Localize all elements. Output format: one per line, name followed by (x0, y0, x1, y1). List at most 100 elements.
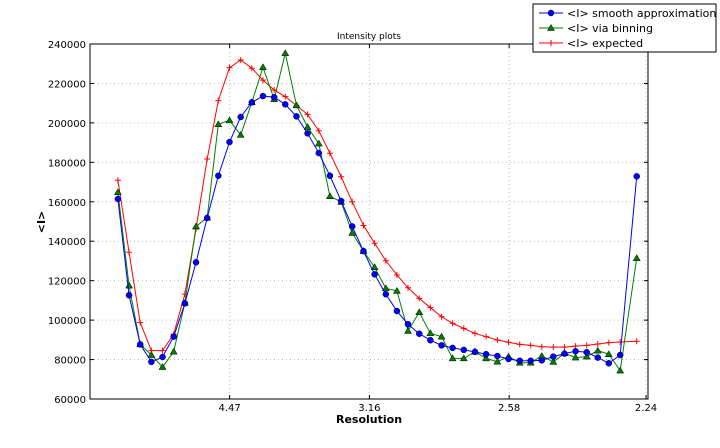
data-point (516, 341, 523, 348)
data-point (460, 325, 467, 332)
data-point (226, 64, 233, 71)
x-tick-label: 2.24 (635, 403, 657, 414)
data-point (471, 348, 479, 356)
data-point (449, 320, 456, 327)
data-point (360, 222, 367, 229)
data-point (482, 350, 490, 358)
legend-marker (547, 9, 555, 17)
y-tick-label: 100000 (48, 316, 86, 327)
chart-title: Intensity plots (337, 32, 401, 42)
data-point (215, 97, 222, 104)
data-point (404, 326, 412, 334)
data-point (561, 344, 568, 351)
data-point (304, 130, 311, 137)
data-point (381, 284, 390, 292)
data-point (259, 77, 266, 84)
legend-entry-label: <I> via binning (567, 22, 653, 35)
data-point (561, 350, 568, 357)
y-tick-label: 160000 (48, 198, 86, 209)
legend-entry-label: <I> smooth approximation (567, 7, 716, 20)
data-point (259, 63, 267, 71)
data-point (304, 111, 311, 118)
data-point (594, 354, 602, 361)
data-point (437, 332, 446, 340)
x-tick-label: 4.47 (219, 403, 241, 414)
data-point (282, 93, 289, 100)
data-point (505, 339, 512, 346)
data-point (259, 92, 267, 100)
data-point (516, 357, 523, 364)
data-point (125, 281, 133, 289)
data-point (159, 353, 166, 361)
data-point (616, 366, 625, 374)
data-point (371, 240, 378, 247)
data-point (393, 271, 400, 278)
data-point (204, 155, 211, 162)
data-point (326, 172, 334, 179)
data-point (415, 330, 423, 337)
data-point (448, 354, 457, 362)
data-point (158, 363, 167, 370)
legend-marker (547, 24, 555, 31)
x-axis-label: Resolution (336, 413, 402, 426)
data-point (494, 352, 501, 360)
data-point (505, 355, 512, 363)
data-point (236, 130, 245, 138)
data-point (415, 308, 424, 315)
data-point (449, 344, 456, 352)
data-point (114, 195, 122, 203)
data-point (426, 329, 435, 337)
data-point (181, 300, 189, 307)
y-tick-label: 80000 (54, 356, 86, 367)
data-point (169, 347, 178, 355)
data-point (482, 354, 491, 362)
data-point (114, 177, 121, 184)
data-point (192, 222, 200, 230)
data-point (136, 341, 144, 348)
data-point (538, 343, 545, 350)
data-point (314, 139, 323, 147)
data-point (493, 357, 502, 365)
data-point (605, 339, 612, 346)
data-point (582, 352, 591, 360)
data-point (170, 333, 177, 340)
data-point (549, 357, 558, 365)
data-point (148, 358, 155, 366)
data-point (270, 94, 278, 101)
data-point (617, 339, 624, 346)
data-point (604, 350, 613, 357)
data-point (303, 123, 312, 130)
data-point (293, 113, 300, 120)
data-point (281, 49, 290, 57)
data-point (147, 351, 156, 358)
data-point (438, 313, 445, 320)
data-point (348, 223, 356, 230)
legend-box (532, 3, 717, 53)
data-point (360, 247, 367, 255)
data-point (181, 291, 188, 298)
data-point (459, 354, 468, 362)
data-point (593, 346, 602, 354)
data-point (348, 228, 357, 236)
data-point (594, 340, 601, 347)
data-point (550, 353, 557, 360)
data-point (326, 192, 334, 200)
x-tick-label: 2.58 (498, 403, 520, 414)
data-point (527, 357, 534, 364)
data-point (370, 263, 379, 271)
data-point (315, 127, 322, 134)
y-tick-label: 180000 (48, 158, 86, 169)
legend: <I> smooth approximation <I> via binning <… (532, 3, 717, 53)
data-point (214, 120, 223, 128)
data-point (393, 307, 401, 315)
data-point (632, 254, 641, 261)
data-point (438, 342, 445, 349)
data-point (292, 101, 301, 109)
data-point (237, 56, 244, 63)
data-point (538, 357, 546, 364)
data-point (427, 336, 434, 344)
data-point (113, 188, 122, 196)
y-tick-label: 60000 (54, 395, 86, 406)
data-point (326, 150, 333, 157)
y-tick-label: 120000 (48, 277, 86, 288)
